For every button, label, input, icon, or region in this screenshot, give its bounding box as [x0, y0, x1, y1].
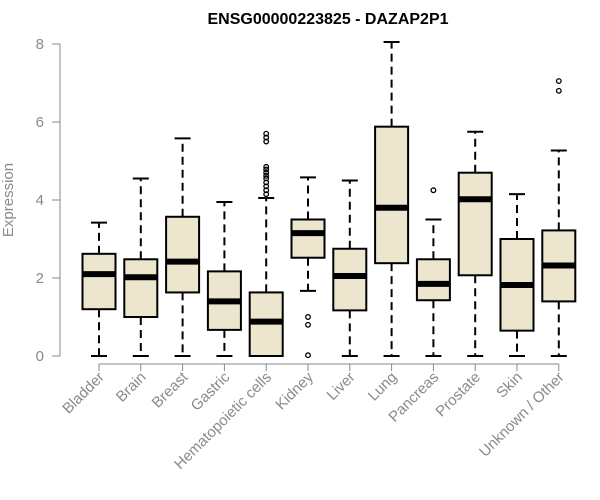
x-tick-label: Breast: [149, 368, 192, 411]
outlier-point: [263, 179, 270, 186]
x-tick-label: Kidney: [272, 368, 317, 413]
box-series: [81, 41, 577, 359]
box-body: [332, 247, 368, 312]
outlier-point: [263, 169, 270, 176]
box-skin: [499, 193, 535, 357]
outlier-point: [263, 166, 270, 173]
y-tick-label: 4: [36, 192, 44, 209]
x-tick-label: Liver: [324, 369, 359, 404]
box-pancreas: [415, 187, 451, 357]
chart-title: ENSG00000223825 - DAZAP2P1: [207, 11, 448, 28]
box-body: [81, 252, 117, 311]
box-kidney: [290, 176, 326, 359]
outlier-point: [263, 183, 270, 190]
y-tick-label: 6: [36, 114, 44, 131]
box-body: [165, 215, 201, 294]
outlier-point: [263, 191, 270, 198]
y-tick-label: 0: [36, 348, 44, 365]
box-breast: [165, 137, 201, 357]
box-liver: [332, 179, 368, 357]
outlier-point: [305, 314, 311, 320]
outlier-point: [430, 187, 437, 194]
outlier-point: [263, 187, 270, 194]
outlier-point: [263, 163, 270, 170]
box-body: [290, 218, 326, 259]
outlier-point: [263, 134, 270, 141]
x-tick-label: Lung: [365, 369, 401, 405]
box-hematopoietic-cells: [248, 130, 284, 357]
box-brain: [123, 177, 159, 357]
outlier-point: [263, 138, 270, 145]
outlier-point: [555, 87, 562, 94]
outlier-point: [305, 352, 311, 359]
outlier-point: [263, 130, 270, 137]
box-body: [457, 171, 493, 277]
box-body: [415, 258, 451, 302]
x-tick-label: Skin: [493, 369, 526, 402]
x-tick-label: Brain: [113, 369, 150, 406]
box-body: [374, 125, 410, 265]
x-tick-label: Prostate: [432, 369, 484, 421]
box-unknown-other: [541, 78, 577, 357]
outlier-point: [263, 175, 270, 182]
y-axis: 0 2 4 6 8: [36, 36, 61, 365]
box-lung: [374, 41, 410, 357]
y-tick-label: 8: [36, 36, 44, 53]
x-tick-label: Bladder: [59, 369, 108, 418]
y-tick-label: 2: [36, 270, 44, 287]
outlier-point: [305, 321, 311, 328]
box-prostate: [457, 130, 493, 357]
outlier-point: [555, 78, 562, 84]
box-bladder: [81, 221, 117, 357]
box-body: [123, 258, 159, 318]
y-axis-label: Expression: [0, 163, 17, 237]
box-gastric: [206, 200, 242, 357]
outlier-point: [263, 172, 270, 179]
